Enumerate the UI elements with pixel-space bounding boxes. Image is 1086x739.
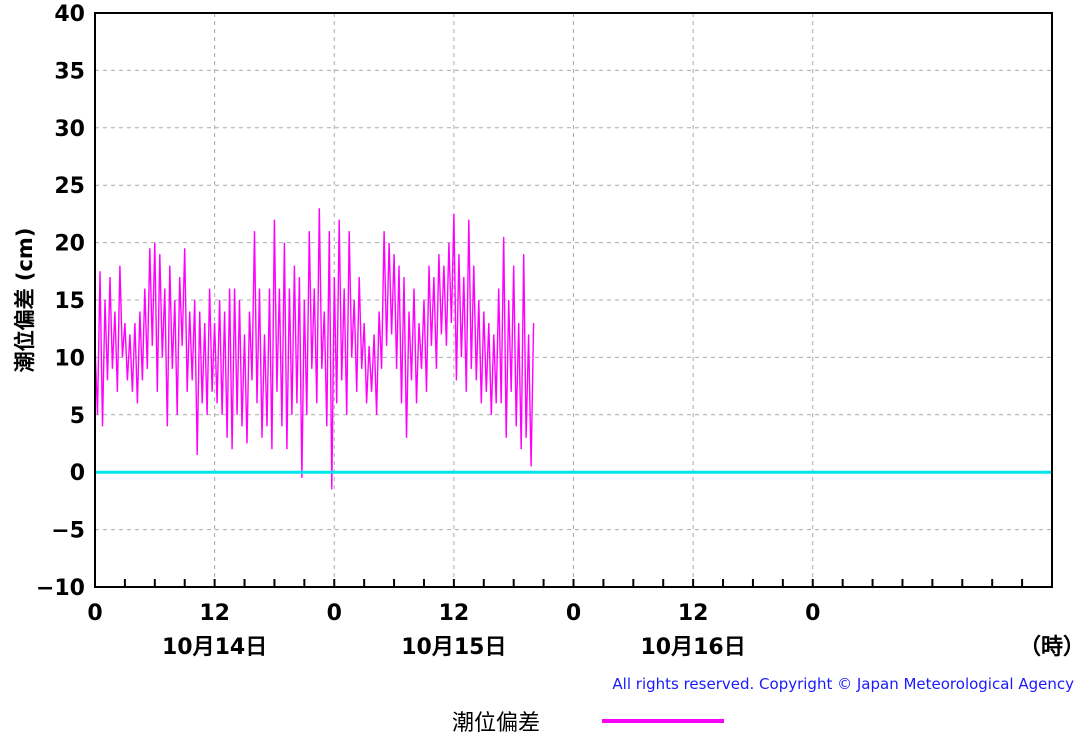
y-tick-label: 5 [70, 404, 85, 429]
legend-swatch [602, 719, 725, 723]
y-tick-label: 15 [54, 289, 85, 314]
series-layer [94, 208, 1052, 490]
tide-deviation-chart: −10 −5 0 5 10 15 20 25 30 35 40 0 12 0 12 0 12 0 10月14日 10月… [13, 2, 1085, 660]
y-tick-label: −5 [51, 519, 85, 544]
y-axis-label: 潮位偏差 (cm) [13, 228, 37, 373]
x-unit-label: （時） [1019, 635, 1085, 660]
date-label: 10月15日 [401, 635, 506, 660]
x-tick-label: 0 [805, 601, 820, 626]
ticks [94, 579, 1053, 587]
labels: −10 −5 0 5 10 15 20 25 30 35 40 0 12 0 12 0 12 0 10月14日 10月… [36, 2, 1085, 660]
y-tick-label: 35 [54, 59, 85, 84]
x-tick-label: 0 [566, 601, 581, 626]
y-tick-label: 10 [54, 346, 85, 371]
legend-label: 潮位偏差 [452, 711, 541, 736]
legend: 潮位偏差 [452, 705, 725, 737]
series-line-tide-deviation [94, 208, 535, 490]
y-tick-label: −10 [36, 576, 85, 601]
x-tick-label: 12 [678, 601, 709, 626]
date-label: 10月14日 [162, 635, 267, 660]
date-label: 10月16日 [641, 635, 746, 660]
copyright-notice: All rights reserved. Copyright © Japan M… [612, 675, 1074, 693]
x-tick-label: 12 [199, 601, 230, 626]
y-tick-label: 30 [54, 117, 85, 142]
y-tick-label: 0 [70, 461, 85, 486]
y-tick-label: 40 [54, 2, 85, 27]
x-tick-label: 0 [87, 601, 102, 626]
x-tick-label: 12 [439, 601, 470, 626]
x-tick-label: 0 [327, 601, 342, 626]
y-tick-label: 25 [54, 174, 85, 199]
grid [95, 13, 1052, 587]
y-tick-label: 20 [54, 232, 85, 257]
plot-frame [94, 12, 1053, 588]
